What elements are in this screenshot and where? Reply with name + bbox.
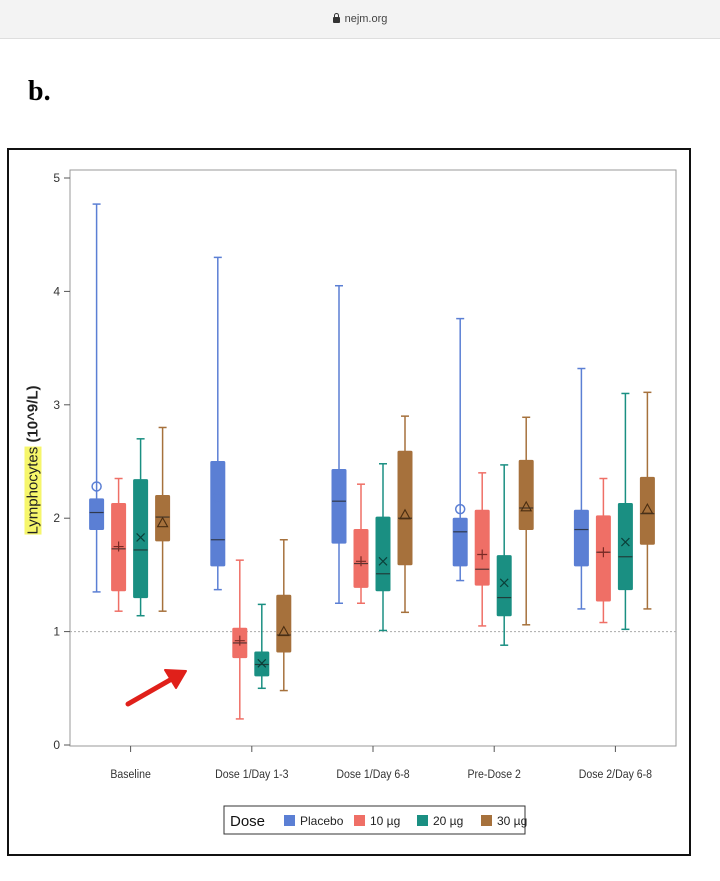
box-iqr [133,479,149,599]
legend-item-label: 10 µg [370,814,400,828]
mean-marker [356,556,366,567]
x-tick-label: Pre-Dose 2 [468,768,521,781]
x-tick-label: Dose 2/Day 6-8 [579,768,652,781]
legend-item-label: Placebo [300,814,344,828]
mean-marker [520,500,533,512]
legend-box [223,805,526,835]
mean-marker [641,502,654,514]
y-tick-label: 0 [53,738,60,752]
box-iqr [276,594,292,653]
box-iqr [496,555,512,617]
box-iqr [474,509,490,586]
x-tick-label: Baseline [110,768,150,781]
y-tick-label: 2 [53,511,60,525]
mean-marker [91,481,102,492]
browser-url-bar[interactable]: nejm.org [0,0,720,39]
legend-item-label: 20 µg [433,814,463,828]
mean-marker [113,541,124,552]
url-text: nejm.org [344,13,388,25]
box-iqr [639,476,655,545]
figure-frame [7,148,691,856]
box-iqr [595,515,611,602]
y-tick-label: 5 [53,171,60,185]
annotation-arrow-head [164,669,187,689]
mean-marker [620,537,630,547]
legend-title: Dose [230,813,265,830]
mean-marker [136,533,146,542]
box-iqr [617,502,633,591]
y-tick-label: 3 [53,398,60,412]
y-tick-label: 1 [53,625,60,639]
x-tick-label: Dose 1/Day 6-8 [336,768,409,781]
plot-area-frame [69,169,677,747]
lock-icon [332,13,340,23]
mean-marker [477,549,488,560]
mean-marker [454,503,466,515]
box-iqr [331,468,347,544]
legend-swatch [354,815,365,826]
legend-swatch [284,815,295,826]
box-iqr [518,459,534,531]
mean-marker [234,635,245,646]
panel-label: b. [28,76,51,107]
mean-marker [212,492,224,504]
legend-item-label: 30 µg [497,814,527,828]
mean-marker [598,547,609,558]
mean-marker [576,511,587,523]
annotation-arrow-shaft [125,677,173,707]
box-iqr [452,517,468,567]
mean-marker [257,658,267,668]
mean-marker [378,556,388,566]
mean-marker [499,578,509,588]
legend-swatch [481,815,492,826]
x-tick-label: Dose 1/Day 1-3 [215,768,288,781]
box-iqr [397,450,413,566]
mean-marker [156,516,169,528]
mean-marker [333,484,345,496]
box-iqr [210,461,226,567]
box-iqr [573,509,589,567]
y-tick-label: 4 [53,284,60,298]
mean-marker [277,625,290,637]
box-iqr [375,516,391,592]
mean-marker [399,508,411,520]
box-iqr [89,498,105,531]
legend-swatch [417,815,428,826]
